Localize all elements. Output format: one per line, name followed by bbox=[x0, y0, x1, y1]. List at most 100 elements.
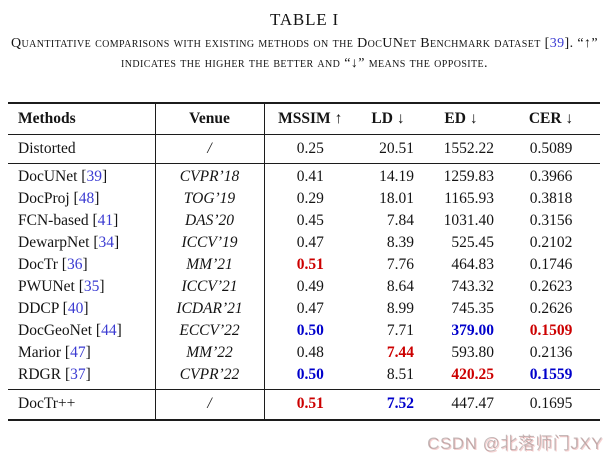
ed-cell: 379.00 bbox=[451, 322, 494, 339]
mssim-cell: 0.25 bbox=[296, 140, 324, 157]
ed-cell: 525.45 bbox=[451, 234, 494, 251]
ed-cell: 1259.83 bbox=[443, 168, 494, 185]
method-name: RDGR [ bbox=[18, 366, 71, 383]
method-name: DocGeoNet [ bbox=[18, 322, 102, 339]
mssim-cell: 0.45 bbox=[296, 212, 324, 229]
mssim-cell: 0.49 bbox=[296, 278, 324, 295]
mssim-cell: 0.50 bbox=[296, 366, 324, 383]
ld-cell: 7.84 bbox=[386, 212, 414, 229]
col-header-mssim: MSSIM ↑ bbox=[278, 110, 343, 127]
method-cell: Marior [47] bbox=[8, 342, 156, 364]
csdn-watermark: CSDN @北落师门JXY bbox=[427, 434, 603, 453]
ed-cell: 593.80 bbox=[451, 344, 494, 361]
table-row: DocUNet [39] CVPR’18 0.41 14.19 1259.83 0.396… bbox=[8, 163, 600, 188]
table-caption: Quantitative comparisons with existing m… bbox=[7, 34, 603, 73]
citation-bracket: ] bbox=[99, 278, 105, 295]
method-cell: DocTr++ bbox=[8, 389, 156, 420]
venue-cell: ICCV’21 bbox=[155, 276, 265, 298]
citation-link[interactable]: 48 bbox=[78, 190, 95, 207]
table-row: RDGR [37] CVPR’22 0.50 8.51 420.25 0.1559 bbox=[8, 364, 600, 390]
venue-cell: ECCV’22 bbox=[155, 320, 265, 342]
ld-cell: 7.76 bbox=[386, 256, 414, 273]
venue-cell: ICDAR’21 bbox=[155, 298, 265, 320]
ld-cell: 18.01 bbox=[379, 190, 414, 207]
caption-text-2: ]. “↑” indicates the higher the better a… bbox=[121, 36, 599, 71]
ed-cell: 447.47 bbox=[451, 395, 494, 412]
venue-cell: MM’21 bbox=[155, 254, 265, 276]
venue-cell: TOG’19 bbox=[155, 188, 265, 210]
citation-link[interactable]: 36 bbox=[66, 256, 83, 273]
cer-cell: 0.1746 bbox=[529, 256, 573, 273]
table-row: DocTr [36] MM’21 0.51 7.76 464.83 0.1746 bbox=[8, 254, 600, 276]
method-cell: FCN-based [41] bbox=[8, 210, 156, 232]
col-header-methods: Methods bbox=[8, 103, 156, 135]
caption-citation-link[interactable]: 39 bbox=[549, 36, 565, 51]
citation-bracket: ] bbox=[116, 322, 122, 339]
cer-cell: 0.3156 bbox=[529, 212, 573, 229]
ld-cell: 7.71 bbox=[386, 322, 414, 339]
method-cell: DDCP [40] bbox=[8, 298, 156, 320]
ld-cell: 8.51 bbox=[386, 366, 414, 383]
method-cell: PWUNet [35] bbox=[8, 276, 156, 298]
col-header-ld: LD ↓ bbox=[371, 110, 405, 127]
method-name: DocTr [ bbox=[18, 256, 67, 273]
ld-cell: 20.51 bbox=[379, 140, 414, 157]
ed-cell: 743.32 bbox=[451, 278, 494, 295]
mssim-cell: 0.48 bbox=[296, 344, 324, 361]
cer-cell: 0.3966 bbox=[529, 168, 573, 185]
header-row: Methods Venue MSSIM ↑ LD ↓ ED ↓ CER ↓ bbox=[8, 103, 600, 135]
col-header-ed: ED ↓ bbox=[444, 110, 478, 127]
method-name: DocUNet [ bbox=[18, 168, 87, 185]
mssim-cell: 0.29 bbox=[296, 190, 324, 207]
citation-link[interactable]: 47 bbox=[70, 344, 86, 361]
citation-bracket: ] bbox=[113, 212, 119, 229]
ld-cell: 7.44 bbox=[386, 344, 414, 361]
method-name: DDCP [ bbox=[18, 300, 68, 317]
ld-cell: 8.64 bbox=[386, 278, 414, 295]
venue-cell: ICCV’19 bbox=[155, 232, 265, 254]
mssim-cell: 0.50 bbox=[296, 322, 324, 339]
method-cell: RDGR [37] bbox=[8, 364, 156, 390]
method-cell: DocUNet [39] bbox=[8, 163, 156, 188]
method-name: Marior [ bbox=[18, 344, 71, 361]
citation-bracket: ] bbox=[82, 256, 88, 273]
citation-link[interactable]: 44 bbox=[101, 322, 117, 339]
venue-cell: CVPR’18 bbox=[155, 163, 265, 188]
table-row: FCN-based [41] DAS’20 0.45 7.84 1031.40 0.315… bbox=[8, 210, 600, 232]
citation-link[interactable]: 41 bbox=[97, 212, 114, 229]
cer-cell: 0.1509 bbox=[529, 322, 573, 339]
ld-cell: 8.99 bbox=[386, 300, 414, 317]
table-row: DocProj [48] TOG’19 0.29 18.01 1165.93 0.3818 bbox=[8, 188, 600, 210]
table-row: DewarpNet [34] ICCV’19 0.47 8.39 525.45 0.210… bbox=[8, 232, 600, 254]
citation-link[interactable]: 37 bbox=[70, 366, 86, 383]
col-header-venue: Venue bbox=[155, 103, 265, 135]
citation-link[interactable]: 35 bbox=[83, 278, 100, 295]
citation-bracket: ] bbox=[94, 190, 100, 207]
cer-cell: 0.2623 bbox=[529, 278, 573, 295]
citation-link[interactable]: 34 bbox=[98, 234, 114, 251]
table-number-title: TABLE I bbox=[270, 10, 339, 29]
ld-cell: 7.52 bbox=[386, 395, 414, 412]
caption-text-1: Quantitative comparisons with existing m… bbox=[10, 36, 550, 51]
table-row: DocGeoNet [44] ECCV’22 0.50 7.71 379.00 0.150… bbox=[8, 320, 600, 342]
table-row: DocTr++/ 0.51 7.52 447.47 0.1695 bbox=[8, 389, 600, 420]
cer-cell: 0.2102 bbox=[529, 234, 573, 251]
venue-cell: / bbox=[155, 389, 265, 420]
venue-cell: DAS’20 bbox=[155, 210, 265, 232]
citation-bracket: ] bbox=[113, 234, 120, 251]
mssim-cell: 0.47 bbox=[296, 300, 324, 317]
cer-cell: 0.2626 bbox=[529, 300, 573, 317]
citation-link[interactable]: 40 bbox=[67, 300, 84, 317]
col-header-cer: CER ↓ bbox=[528, 110, 574, 127]
ld-cell: 8.39 bbox=[386, 234, 414, 251]
ed-cell: 420.25 bbox=[451, 366, 494, 383]
citation-bracket: ] bbox=[101, 168, 108, 185]
method-name: PWUNet [ bbox=[18, 278, 84, 295]
venue-cell: MM’22 bbox=[155, 342, 265, 364]
mssim-cell: 0.41 bbox=[296, 168, 324, 185]
citation-link[interactable]: 39 bbox=[86, 168, 102, 185]
table-row: DDCP [40] ICDAR’21 0.47 8.99 745.35 0.2626 bbox=[8, 298, 600, 320]
cer-cell: 0.5089 bbox=[529, 140, 573, 157]
cer-cell: 0.3818 bbox=[529, 190, 573, 207]
